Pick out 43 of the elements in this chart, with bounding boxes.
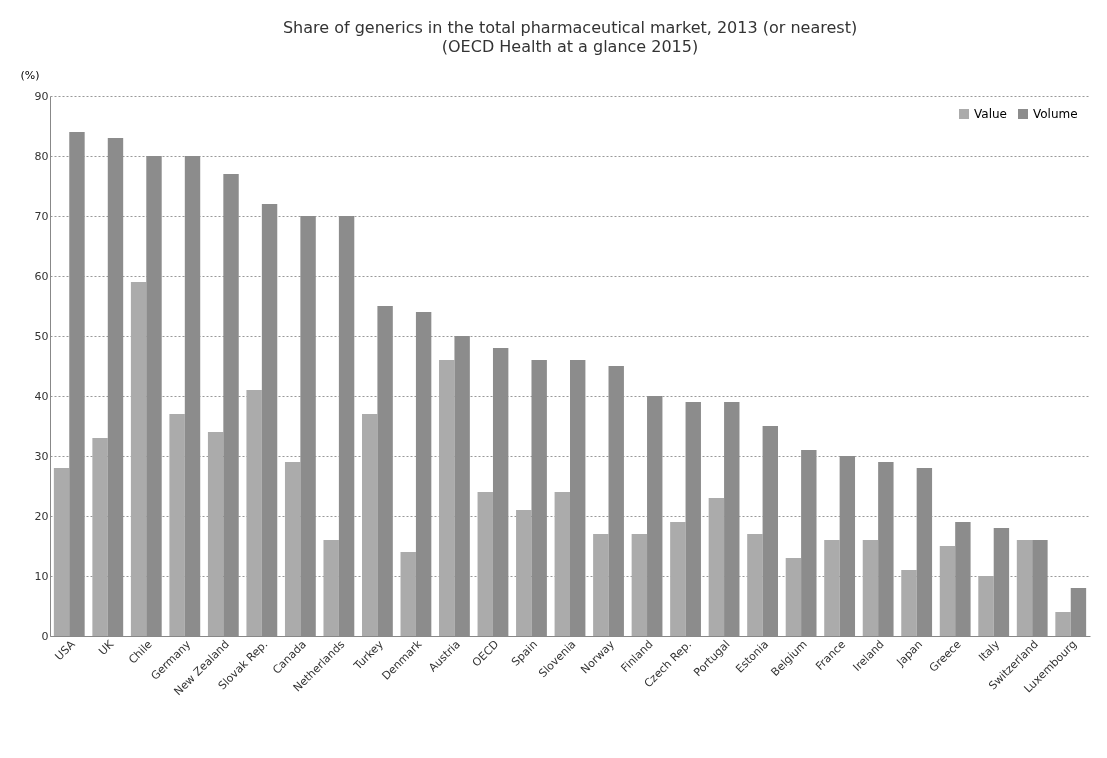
chart-subtitle: (OECD Health at a glance 2015) xyxy=(441,37,699,56)
y-axis-title: (%) xyxy=(20,68,40,82)
legend-label: Value xyxy=(974,107,1007,121)
bar xyxy=(1016,540,1033,636)
bar xyxy=(593,534,609,636)
bar xyxy=(670,522,686,636)
y-tick-label: 50 xyxy=(34,329,49,343)
bar xyxy=(130,282,147,636)
bar xyxy=(92,438,108,636)
bar xyxy=(824,540,840,636)
bar xyxy=(362,414,378,636)
bar xyxy=(477,492,493,636)
bar xyxy=(169,414,185,636)
bar xyxy=(323,540,339,636)
bar xyxy=(439,360,455,636)
bar xyxy=(901,570,917,636)
bar xyxy=(246,390,262,636)
y-tick-label: 30 xyxy=(34,449,49,463)
bar xyxy=(862,540,879,636)
bar xyxy=(554,492,570,636)
y-tick-label: 90 xyxy=(34,89,49,103)
bar xyxy=(284,462,301,636)
bar xyxy=(708,498,725,636)
bar xyxy=(516,510,532,636)
y-tick-label: 20 xyxy=(34,509,49,523)
y-tick-label: 10 xyxy=(34,569,49,583)
y-tick-label: 60 xyxy=(34,269,49,283)
y-tick-label: 0 xyxy=(41,629,49,643)
y-tick-label: 70 xyxy=(34,209,49,223)
legend-label: Volume xyxy=(1033,107,1078,121)
bar xyxy=(631,534,648,636)
bar xyxy=(747,534,763,636)
y-tick-label: 80 xyxy=(34,149,49,163)
x-tick-label: UK xyxy=(96,637,117,658)
bar xyxy=(939,546,956,636)
bar xyxy=(785,558,802,636)
bar xyxy=(53,468,70,636)
y-tick-label: 40 xyxy=(34,389,49,403)
bar xyxy=(400,552,416,636)
bar xyxy=(978,576,994,636)
bar xyxy=(207,432,224,636)
chart-title: Share of generics in the total pharmaceutical market, 2013 (or nearest) xyxy=(282,18,858,37)
bar xyxy=(1055,612,1071,636)
